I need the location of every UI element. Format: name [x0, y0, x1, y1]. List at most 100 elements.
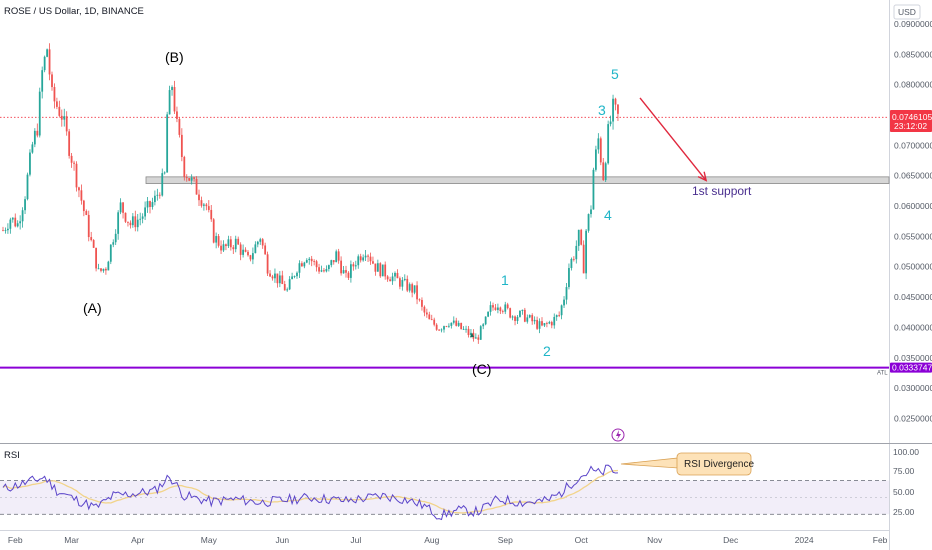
candle-body — [519, 310, 521, 317]
candle-body — [105, 268, 107, 271]
support-zone-band[interactable] — [145, 176, 890, 184]
candle-body — [546, 323, 548, 324]
candle-body — [234, 238, 237, 250]
low-marker — [470, 333, 474, 337]
candle-body — [580, 229, 583, 245]
time-tick-label: May — [201, 535, 218, 545]
candle-body — [379, 263, 382, 277]
candle-body — [60, 115, 63, 120]
candle-body — [523, 309, 526, 322]
rsi-axis: 100.00 75.00 50.00 25.00 — [893, 447, 919, 517]
candle-body — [575, 245, 578, 260]
wave-label-A: (A) — [83, 300, 102, 316]
candle-body — [237, 238, 240, 245]
wave-label-2: 2 — [543, 343, 551, 359]
lightning-icon[interactable] — [611, 428, 625, 442]
candle-body — [171, 87, 173, 91]
wave-label-B: (B) — [165, 49, 184, 65]
candle-body — [423, 306, 426, 313]
candle-body — [318, 267, 320, 272]
time-tick-label: Mar — [64, 535, 79, 545]
time-tick-label: Jun — [275, 535, 289, 545]
candle-body — [87, 214, 90, 238]
candle-body — [531, 315, 534, 322]
candle-body — [163, 172, 166, 174]
candle-body — [430, 319, 433, 321]
time-axis[interactable]: Feb Mar Apr May Jun Jul Aug Sep Oct Nov Dec 2024 Feb… — [8, 535, 932, 545]
candle-body — [252, 253, 254, 260]
candle-body — [384, 264, 387, 277]
candle-body — [421, 299, 423, 307]
projection-arrow[interactable] — [639, 97, 708, 182]
candle-body — [21, 210, 24, 222]
candle-body — [501, 311, 504, 312]
candle-body — [541, 321, 543, 326]
candle-body — [374, 263, 377, 272]
candle-body — [438, 329, 440, 331]
candle-body — [7, 228, 9, 231]
candle-body — [190, 177, 193, 181]
current-price-badge: 0.07461054 23:12:02 — [890, 110, 932, 132]
candle-body — [528, 315, 531, 318]
candle-body — [479, 326, 482, 340]
candle-body — [256, 241, 259, 245]
candle-body — [244, 249, 247, 252]
candle-body — [95, 247, 97, 269]
candle-body — [401, 280, 404, 287]
time-tick-label: Feb — [873, 535, 888, 545]
candle-body — [418, 299, 421, 301]
rsi-divergence-callout[interactable]: RSI Divergence — [620, 452, 754, 476]
price-tick-label: 0.02500000 — [894, 413, 932, 423]
candle-body — [215, 236, 218, 243]
candle-body — [26, 174, 29, 200]
arrow-shaft — [639, 97, 707, 181]
candle-body — [220, 245, 222, 251]
candle-body — [154, 195, 156, 203]
candle-body — [205, 204, 208, 207]
candle-body — [352, 264, 355, 267]
rsi-title: RSI — [4, 450, 20, 461]
currency-label: USD — [898, 7, 916, 17]
candle-body — [305, 260, 308, 263]
candle-body — [161, 173, 164, 196]
candle-body — [38, 91, 41, 136]
candle-body — [376, 263, 379, 272]
atl-price-badge: 0.03337476 — [890, 362, 932, 373]
candle-body — [210, 209, 213, 220]
candle-body — [73, 162, 75, 164]
candle-body — [489, 305, 492, 312]
rsi-tick-100: 100.00 — [893, 447, 919, 457]
candle-body — [85, 211, 88, 215]
candle-body — [80, 190, 83, 201]
candle-body — [100, 268, 102, 271]
rsi-line[interactable] — [2, 464, 618, 521]
currency-selector[interactable]: USD — [893, 4, 921, 20]
candle-body — [36, 130, 39, 136]
candle-body — [568, 268, 570, 288]
candle-body — [465, 328, 467, 330]
candle-body — [499, 307, 502, 312]
time-tick-label: Feb — [8, 535, 23, 545]
candle-body — [462, 328, 465, 330]
candle-body — [470, 332, 472, 336]
candle-body — [51, 74, 53, 88]
candle-body — [452, 320, 455, 323]
candle-body — [271, 276, 274, 279]
rsi-tick-25: 25.00 — [893, 507, 915, 517]
candle-body — [592, 169, 595, 210]
time-tick-label: 2024 — [795, 535, 814, 545]
candle-body — [225, 244, 227, 247]
price-axis[interactable]: 0.090000000.085000000.080000000.07500000… — [894, 19, 932, 424]
time-tick-label: Aug — [424, 535, 439, 545]
candle-body — [136, 219, 139, 228]
candlestick-series[interactable] — [2, 43, 619, 344]
candle-body — [602, 162, 605, 180]
candle-body — [63, 116, 66, 120]
candle-body — [82, 200, 85, 212]
candle-body — [467, 328, 470, 336]
